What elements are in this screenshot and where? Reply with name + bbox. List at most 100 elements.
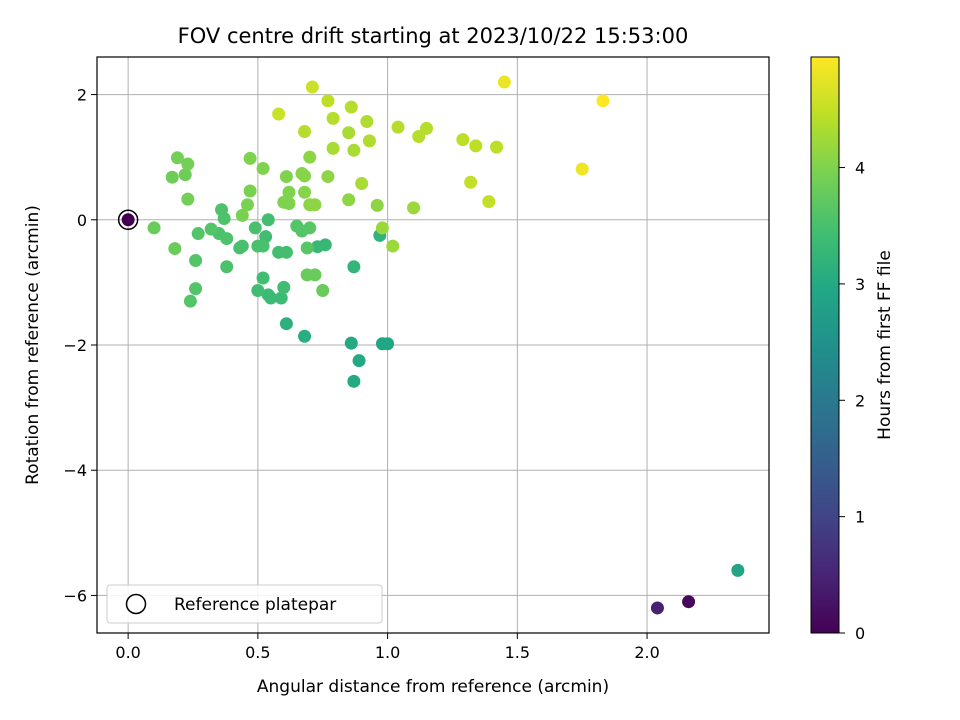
data-point [311,240,325,254]
data-point [282,185,296,199]
data-point [274,291,288,305]
data-point [165,170,179,184]
data-point [326,111,340,125]
data-point [181,192,195,206]
colorbar-tick-label: 2 [855,391,865,410]
data-point [490,140,504,154]
x-tick-label: 0.5 [245,643,270,662]
colorbar-label: Hours from first FF file [875,250,895,440]
data-point [497,75,511,89]
data-point [248,221,262,235]
data-point [191,227,205,241]
data-point [298,185,312,199]
data-point [362,134,376,148]
y-axis-ticks: 2 0 −2 −4 −6 [63,86,97,605]
data-point [279,317,293,331]
data-point [342,126,356,140]
x-tick-label: 0.0 [115,643,140,662]
data-point [264,291,278,305]
data-point [256,239,270,253]
data-point [305,80,319,94]
colorbar-tick-label: 0 [855,624,865,643]
data-point [308,198,322,212]
reference-point-ring [117,209,139,231]
legend-reference-icon [125,593,147,615]
data-point [256,161,270,175]
y-axis-label: Rotation from reference (arcmin) [23,205,43,485]
data-point [243,151,257,165]
colorbar-tick-label: 4 [855,159,865,178]
data-point [308,268,322,282]
data-point [316,284,330,298]
colorbar-tick-label: 1 [855,508,865,527]
data-point [469,139,483,153]
data-point [407,201,421,215]
data-point [272,107,286,121]
data-point [370,198,384,212]
colorbar: 0 1 2 3 4 Hours from first FF file [810,56,895,643]
x-tick-label: 1.0 [375,643,400,662]
reference-marker [117,209,139,231]
legend-label: Reference platepar [174,595,336,615]
x-axis-ticks: 0.0 0.5 1.0 1.5 2.0 [115,633,660,662]
grid-lines [97,57,769,633]
data-point [682,595,696,609]
data-point [326,141,340,155]
y-tick-label: −4 [63,461,87,480]
colorbar-tick-label: 3 [855,275,865,294]
data-point [243,184,257,198]
data-point [282,197,296,211]
data-point [344,336,358,350]
data-point [300,241,314,255]
data-point [386,239,400,253]
data-point [168,242,182,256]
data-point [261,213,275,227]
data-point [178,168,192,182]
data-point [279,170,293,184]
data-point [298,329,312,343]
y-tick-label: −6 [63,586,87,605]
data-point [352,354,366,368]
data-point [347,374,361,388]
data-point [235,208,249,222]
x-axis-label: Angular distance from reference (arcmin) [257,677,609,697]
data-point [277,280,291,294]
data-point [391,120,405,134]
data-point [420,121,434,135]
legend-box [106,584,383,624]
data-point [360,114,374,128]
data-point [355,176,369,190]
colorbar-ticks: 0 1 2 3 4 [839,159,865,643]
legend: Reference platepar [106,584,383,624]
data-point [298,169,312,183]
data-point [342,193,356,207]
data-point [344,100,358,114]
reference-point-dot [121,213,135,227]
data-point [147,221,161,235]
data-point [279,245,293,259]
data-point [303,150,317,164]
data-point [183,294,197,308]
x-tick-label: 2.0 [634,643,659,662]
data-point [482,195,496,209]
data-point [189,282,203,296]
data-point [381,337,395,351]
data-point [347,260,361,274]
data-point [303,221,317,235]
data-point [596,94,610,108]
data-point [464,175,478,189]
chart-title: FOV centre drift starting at 2023/10/22 … [178,24,689,48]
y-tick-label: −2 [63,336,87,355]
data-point [256,271,270,285]
data-point [321,94,335,108]
data-point [412,130,426,144]
data-point [251,284,265,298]
data-point [321,170,335,184]
data-point [298,125,312,139]
colorbar-gradient [810,56,840,634]
data-point [181,157,195,171]
y-tick-label: 0 [77,211,87,230]
data-point [347,143,361,157]
data-point [204,222,218,236]
